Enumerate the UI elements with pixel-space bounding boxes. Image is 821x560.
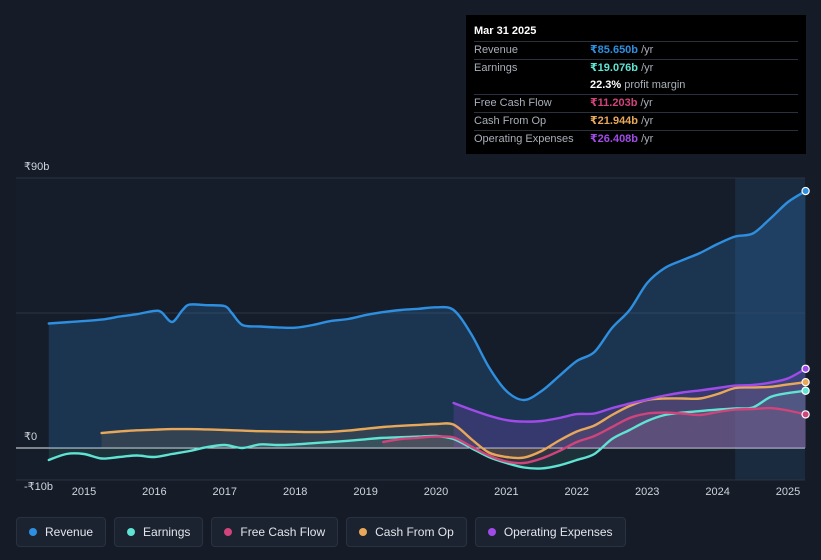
x-tick-label: 2025 [776,486,800,498]
x-tick-label: 2015 [72,486,96,498]
line-revenue [47,189,807,402]
tooltip-label: Cash From Op [474,115,547,127]
tooltip-value: ₹85.650b [590,44,639,56]
x-tick-label: 2021 [494,486,518,498]
legend-item-free-cash-flow[interactable]: Free Cash Flow [211,517,339,547]
tooltip-unit: /yr [638,115,654,127]
tooltip-label: Free Cash Flow [474,97,552,109]
x-tick-label: 2023 [635,486,659,498]
end-dot-earnings [801,386,810,395]
y-tick-label: ₹0 [24,431,37,443]
tooltip-panel: Mar 31 2025 Revenue ₹85.650b /yr Earning… [466,15,806,154]
highlight-region [735,178,805,480]
legend-dot-icon [224,528,233,536]
legend-dot-icon [359,528,368,536]
tooltip-value: ₹19.076b [590,62,639,74]
legend-item-revenue[interactable]: Revenue [16,517,107,547]
legend-item-operating-expenses[interactable]: Operating Expenses [474,517,626,547]
x-axis-labels: 2015 2016 2017 2018 2019 2020 2021 2022 2023 2024… [72,486,800,498]
tooltip-row-fcf: Free Cash Flow ₹11.203b /yr [474,94,798,112]
end-dot-free-cash-flow [801,410,810,419]
legend-label: Free Cash Flow [240,525,326,539]
legend-dot-icon [29,528,37,536]
tooltip-label: Operating Expenses [474,133,574,145]
legend-dot-icon [487,528,496,536]
y-tick-label: ₹90b [24,161,49,173]
legend-label: Cash From Op [375,525,454,539]
tooltip-label: Earnings [474,62,518,74]
legend: Revenue Earnings Free Cash Flow Cash Fro… [16,517,626,549]
tooltip-row-revenue: Revenue ₹85.650b /yr [474,41,798,59]
legend-item-cash-from-op[interactable]: Cash From Op [346,517,467,547]
end-dot-operating-expenses [801,364,810,373]
y-axis-labels: ₹90b ₹0 -₹10b [24,161,53,493]
line-operating-expenses [452,367,807,423]
tooltip-row-cfo: Cash From Op ₹21.944b /yr [474,112,798,130]
tooltip-row-margin: 22.3% profit margin [474,77,798,94]
x-tick-label: 2018 [283,486,307,498]
legend-dot-icon [127,528,136,536]
tooltip-row-opex: Operating Expenses ₹26.408b /yr [474,130,798,148]
tooltip-value: ₹26.408b [590,133,639,145]
tooltip-label [474,77,590,94]
end-dot-cash-from-op [801,377,810,387]
end-dot-revenue [801,186,810,196]
legend-label: Revenue [45,525,94,539]
tooltip-unit: /yr [638,133,654,145]
area-free-cash-flow [383,408,806,464]
tooltip-date: Mar 31 2025 [474,25,537,37]
line-free-cash-flow [382,406,807,465]
x-tick-label: 2020 [424,486,448,498]
tooltip-unit: /yr [638,62,654,74]
x-tick-label: 2017 [213,486,237,498]
legend-label: Operating Expenses [503,525,613,539]
area-revenue [48,191,806,448]
y-tick-label: -₹10b [24,481,53,493]
tooltip-row-earnings: Earnings ₹19.076b /yr [474,59,798,77]
chart-lines [47,189,807,470]
tooltip-label: Revenue [474,44,519,56]
x-tick-label: 2022 [565,486,589,498]
x-tick-label: 2019 [353,486,377,498]
tooltip-unit: /yr [638,44,654,56]
x-tick-label: 2016 [142,486,166,498]
chart-canvas: ₹90b ₹0 -₹10b 2015 2016 2017 2018 2019 2020 2021… [16,161,810,498]
tooltip-unit: profit margin [621,79,686,91]
area-earnings [48,390,806,469]
tooltip-value: ₹21.944b [590,115,639,127]
tooltip-value: ₹11.203b [590,97,638,109]
legend-label: Earnings [143,525,191,539]
area-cash-from-op [101,382,806,459]
chart-end-dots [801,186,810,419]
line-cash-from-op [100,381,807,460]
tooltip-unit: /yr [637,97,653,109]
x-tick-label: 2024 [705,486,729,498]
tooltip-value: 22.3% [590,79,622,91]
legend-item-earnings[interactable]: Earnings [114,517,204,547]
